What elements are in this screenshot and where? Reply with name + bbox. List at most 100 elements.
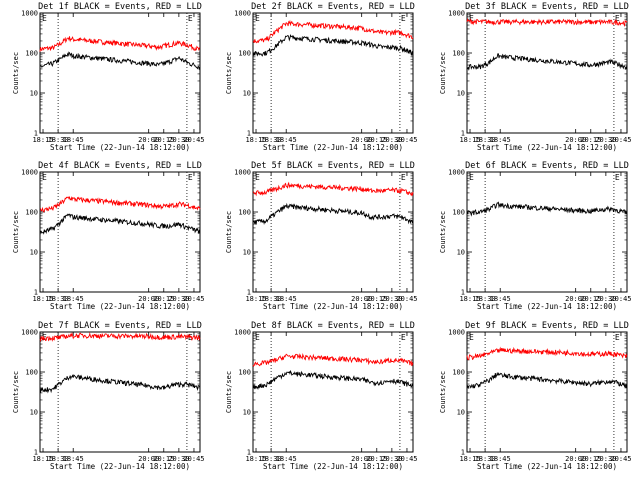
panel-det-6: Det 6f BLACK = Events, RED = LLD E E 1 10 100…: [439, 161, 632, 311]
y-tick-label: 1: [461, 449, 465, 457]
x-axis-label: Start Time (22-Jun-14 18:12:00): [477, 302, 617, 311]
plot-frame: [466, 12, 628, 134]
x-tick-label: 18:15: [32, 295, 53, 303]
x-tick-label: 18:30: [48, 295, 69, 303]
x-axis-label: Start Time (22-Jun-14 18:12:00): [50, 462, 190, 471]
y-tick-label: 10: [457, 249, 465, 257]
x-tick-label: 18:30: [261, 295, 282, 303]
series-lld-line: [39, 331, 201, 342]
y-tick-label: 100: [238, 209, 251, 217]
panel-title: Det 5f BLACK = Events, RED = LLD: [251, 161, 415, 171]
x-tick-label: 20:30: [168, 295, 189, 303]
marker-label: E: [401, 173, 406, 182]
plot-frame: [39, 171, 201, 293]
x-tick-label: 20:30: [168, 455, 189, 463]
y-tick-label: 100: [452, 50, 465, 58]
y-tick-label: 1: [461, 289, 465, 297]
x-tick-label: 18:30: [261, 455, 282, 463]
x-tick-label: 20:00: [565, 136, 586, 144]
panel-title: Det 8f BLACK = Events, RED = LLD: [251, 321, 415, 331]
x-tick-label: 20:15: [153, 295, 174, 303]
y-tick-label: 100: [25, 50, 38, 58]
x-tick-label: 18:45: [490, 455, 511, 463]
y-tick-label: 10: [457, 409, 465, 417]
x-tick-label: 18:15: [245, 295, 266, 303]
x-tick-label: 18:30: [475, 295, 496, 303]
y-tick-label: 100: [25, 369, 38, 377]
x-tick-label: 20:15: [153, 136, 174, 144]
panel-det-9: Det 9f BLACK = Events, RED = LLD E E 1 10 100…: [439, 321, 632, 471]
y-axis-label: Counts/sec: [225, 211, 233, 253]
y-tick-label: 10: [30, 409, 38, 417]
series-events-line: [39, 374, 201, 394]
y-tick-label: 1: [34, 449, 38, 457]
marker-label: E: [401, 14, 406, 23]
y-tick-label: 1000: [234, 10, 251, 18]
x-tick-label: 20:30: [595, 295, 616, 303]
x-tick-label: 20:30: [595, 455, 616, 463]
corner-label: E: [42, 14, 47, 23]
panel-title: Det 1f BLACK = Events, RED = LLD: [38, 2, 202, 12]
x-tick-label: 18:30: [475, 455, 496, 463]
corner-label: E: [255, 173, 260, 182]
y-tick-label: 10: [243, 90, 251, 98]
x-tick-label: 18:30: [475, 136, 496, 144]
y-tick-label: 1000: [448, 169, 465, 177]
corner-label: E: [469, 333, 474, 342]
series-events-line: [39, 213, 201, 236]
y-tick-label: 1: [461, 130, 465, 138]
x-tick-label: 18:15: [459, 455, 480, 463]
plot-frame: [466, 171, 628, 293]
series-events-line: [39, 51, 201, 71]
panel-title: Det 9f BLACK = Events, RED = LLD: [465, 321, 629, 331]
corner-label: E: [469, 14, 474, 23]
x-tick-label: 20:45: [183, 455, 204, 463]
x-tick-label: 20:30: [595, 136, 616, 144]
y-tick-label: 1: [247, 449, 251, 457]
y-tick-label: 1: [247, 289, 251, 297]
y-axis-label: Counts/sec: [12, 52, 20, 94]
y-axis-label: Counts/sec: [439, 371, 447, 413]
x-tick-label: 18:45: [490, 136, 511, 144]
y-tick-label: 10: [30, 249, 38, 257]
x-tick-label: 20:15: [580, 455, 601, 463]
x-tick-label: 20:00: [351, 295, 372, 303]
corner-label: E: [42, 173, 47, 182]
y-tick-label: 10: [243, 409, 251, 417]
x-tick-label: 18:45: [276, 295, 297, 303]
marker-label: E: [401, 333, 406, 342]
y-axis-label: Counts/sec: [225, 371, 233, 413]
x-tick-label: 20:45: [396, 136, 417, 144]
marker-label: E: [188, 173, 193, 182]
plot-frame: [252, 331, 414, 453]
panel-det-3: Det 3f BLACK = Events, RED = LLD E E 1 10 100…: [439, 2, 632, 152]
series-lld-line: [39, 195, 201, 213]
x-tick-label: 20:30: [381, 136, 402, 144]
marker-label: E: [615, 14, 620, 23]
x-axis-label: Start Time (22-Jun-14 18:12:00): [263, 462, 403, 471]
series-lld-line: [252, 353, 414, 367]
y-tick-label: 1000: [21, 10, 38, 18]
x-tick-label: 20:00: [138, 455, 159, 463]
y-tick-label: 1: [34, 130, 38, 138]
panel-det-4: Det 4f BLACK = Events, RED = LLD E E 1 10 100…: [12, 161, 205, 311]
x-tick-label: 20:00: [351, 136, 372, 144]
series-events-line: [252, 33, 414, 57]
x-tick-label: 20:15: [580, 136, 601, 144]
marker-label: E: [188, 14, 193, 23]
x-tick-label: 20:45: [610, 295, 631, 303]
panel-title: Det 7f BLACK = Events, RED = LLD: [38, 321, 202, 331]
x-tick-label: 20:00: [138, 136, 159, 144]
x-tick-label: 18:15: [245, 455, 266, 463]
plot-frame: [39, 331, 201, 453]
x-tick-label: 20:45: [610, 455, 631, 463]
panel-det-1: Det 1f BLACK = Events, RED = LLD E E 1 10 100…: [12, 2, 205, 152]
panel-title: Det 3f BLACK = Events, RED = LLD: [465, 2, 629, 12]
x-axis-label: Start Time (22-Jun-14 18:12:00): [263, 143, 403, 152]
y-tick-label: 100: [25, 209, 38, 217]
panel-title: Det 4f BLACK = Events, RED = LLD: [38, 161, 202, 171]
corner-label: E: [42, 333, 47, 342]
x-tick-label: 20:45: [610, 136, 631, 144]
y-axis-label: Counts/sec: [12, 371, 20, 413]
x-tick-label: 20:45: [183, 136, 204, 144]
